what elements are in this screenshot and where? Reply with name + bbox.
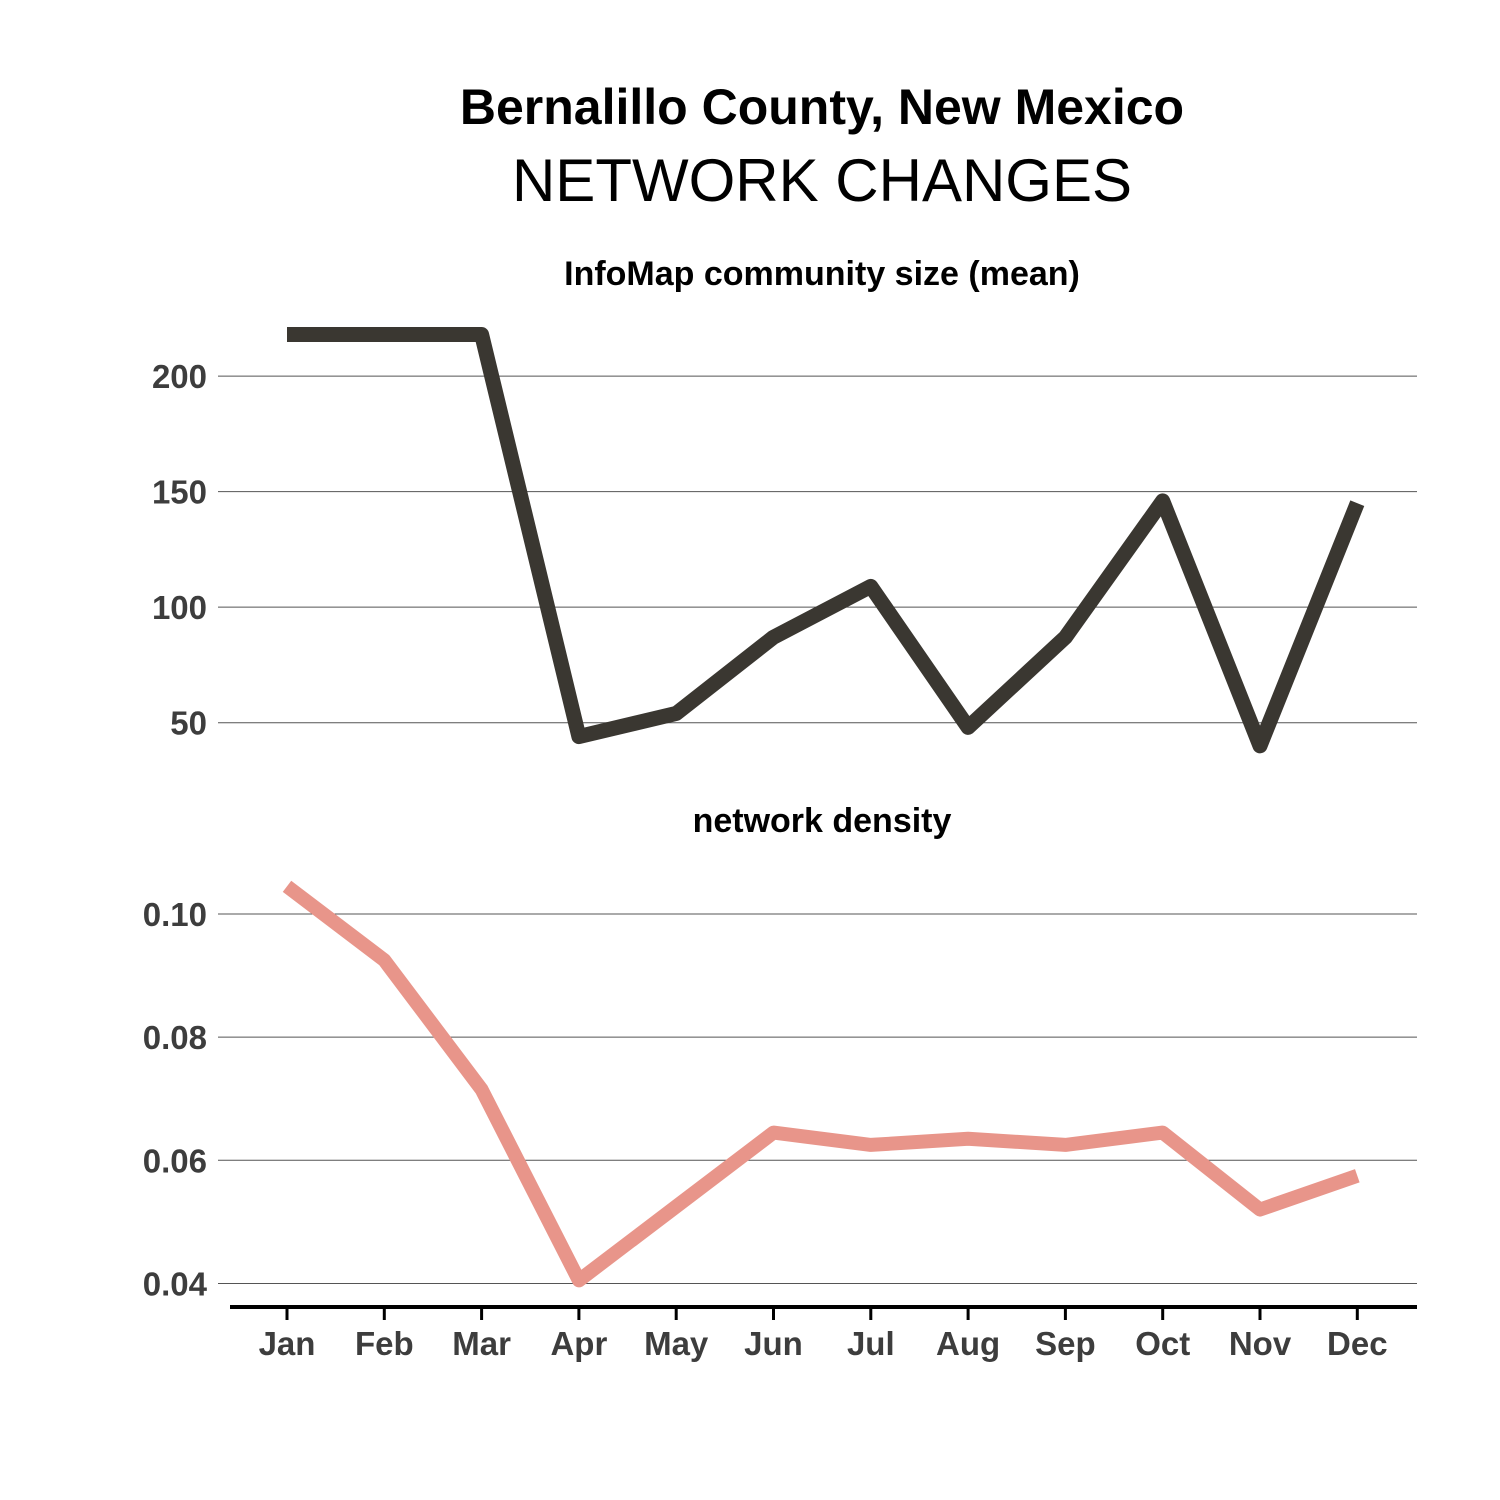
x-tick-label-sep: Sep: [1035, 1325, 1096, 1362]
y-tick-label-community-size: 100: [152, 589, 207, 626]
series-line-network-density: [282, 880, 1360, 1288]
community-size-panel: InfoMap community size (mean) 50 100 150 20…: [152, 255, 1417, 754]
x-tick-label-nov: Nov: [1229, 1325, 1292, 1362]
x-tick-label-dec: Dec: [1327, 1325, 1388, 1362]
y-tick-label-network-density: 0.08: [143, 1019, 207, 1056]
series-line-community-size: [287, 326, 1365, 754]
panel-title-network-density: network density: [693, 802, 952, 840]
x-tick-label-jul: Jul: [847, 1325, 895, 1362]
network-density-panel: network density 0.04 0.06 0.08 0.10: [143, 802, 1417, 1302]
y-tick-label-network-density: 0.04: [143, 1265, 208, 1302]
y-tick-label-network-density: 0.10: [143, 896, 207, 933]
x-tick-label-oct: Oct: [1135, 1325, 1190, 1362]
y-tick-label-community-size: 150: [152, 474, 207, 511]
x-tick-label-feb: Feb: [355, 1325, 414, 1362]
x-tick-label-mar: Mar: [452, 1325, 511, 1362]
y-tick-label-community-size: 200: [152, 358, 207, 395]
x-tick-label-apr: Apr: [550, 1325, 607, 1362]
panel-title-community-size: InfoMap community size (mean): [564, 255, 1080, 293]
x-tick-label-aug: Aug: [936, 1325, 1000, 1362]
x-axis: Jan Feb Mar Apr May Jun Jul Aug Sep Oct Nov Dec: [230, 1305, 1417, 1362]
chart-title: Bernalillo County, New Mexico: [459, 79, 1185, 135]
chart-subtitle: NETWORK CHANGES: [511, 147, 1133, 214]
x-tick-label-jan: Jan: [259, 1325, 316, 1362]
x-tick-label-may: May: [644, 1325, 709, 1362]
y-tick-label-community-size: 50: [170, 705, 207, 742]
y-tick-label-network-density: 0.06: [143, 1142, 207, 1179]
x-tick-label-jun: Jun: [744, 1325, 803, 1362]
